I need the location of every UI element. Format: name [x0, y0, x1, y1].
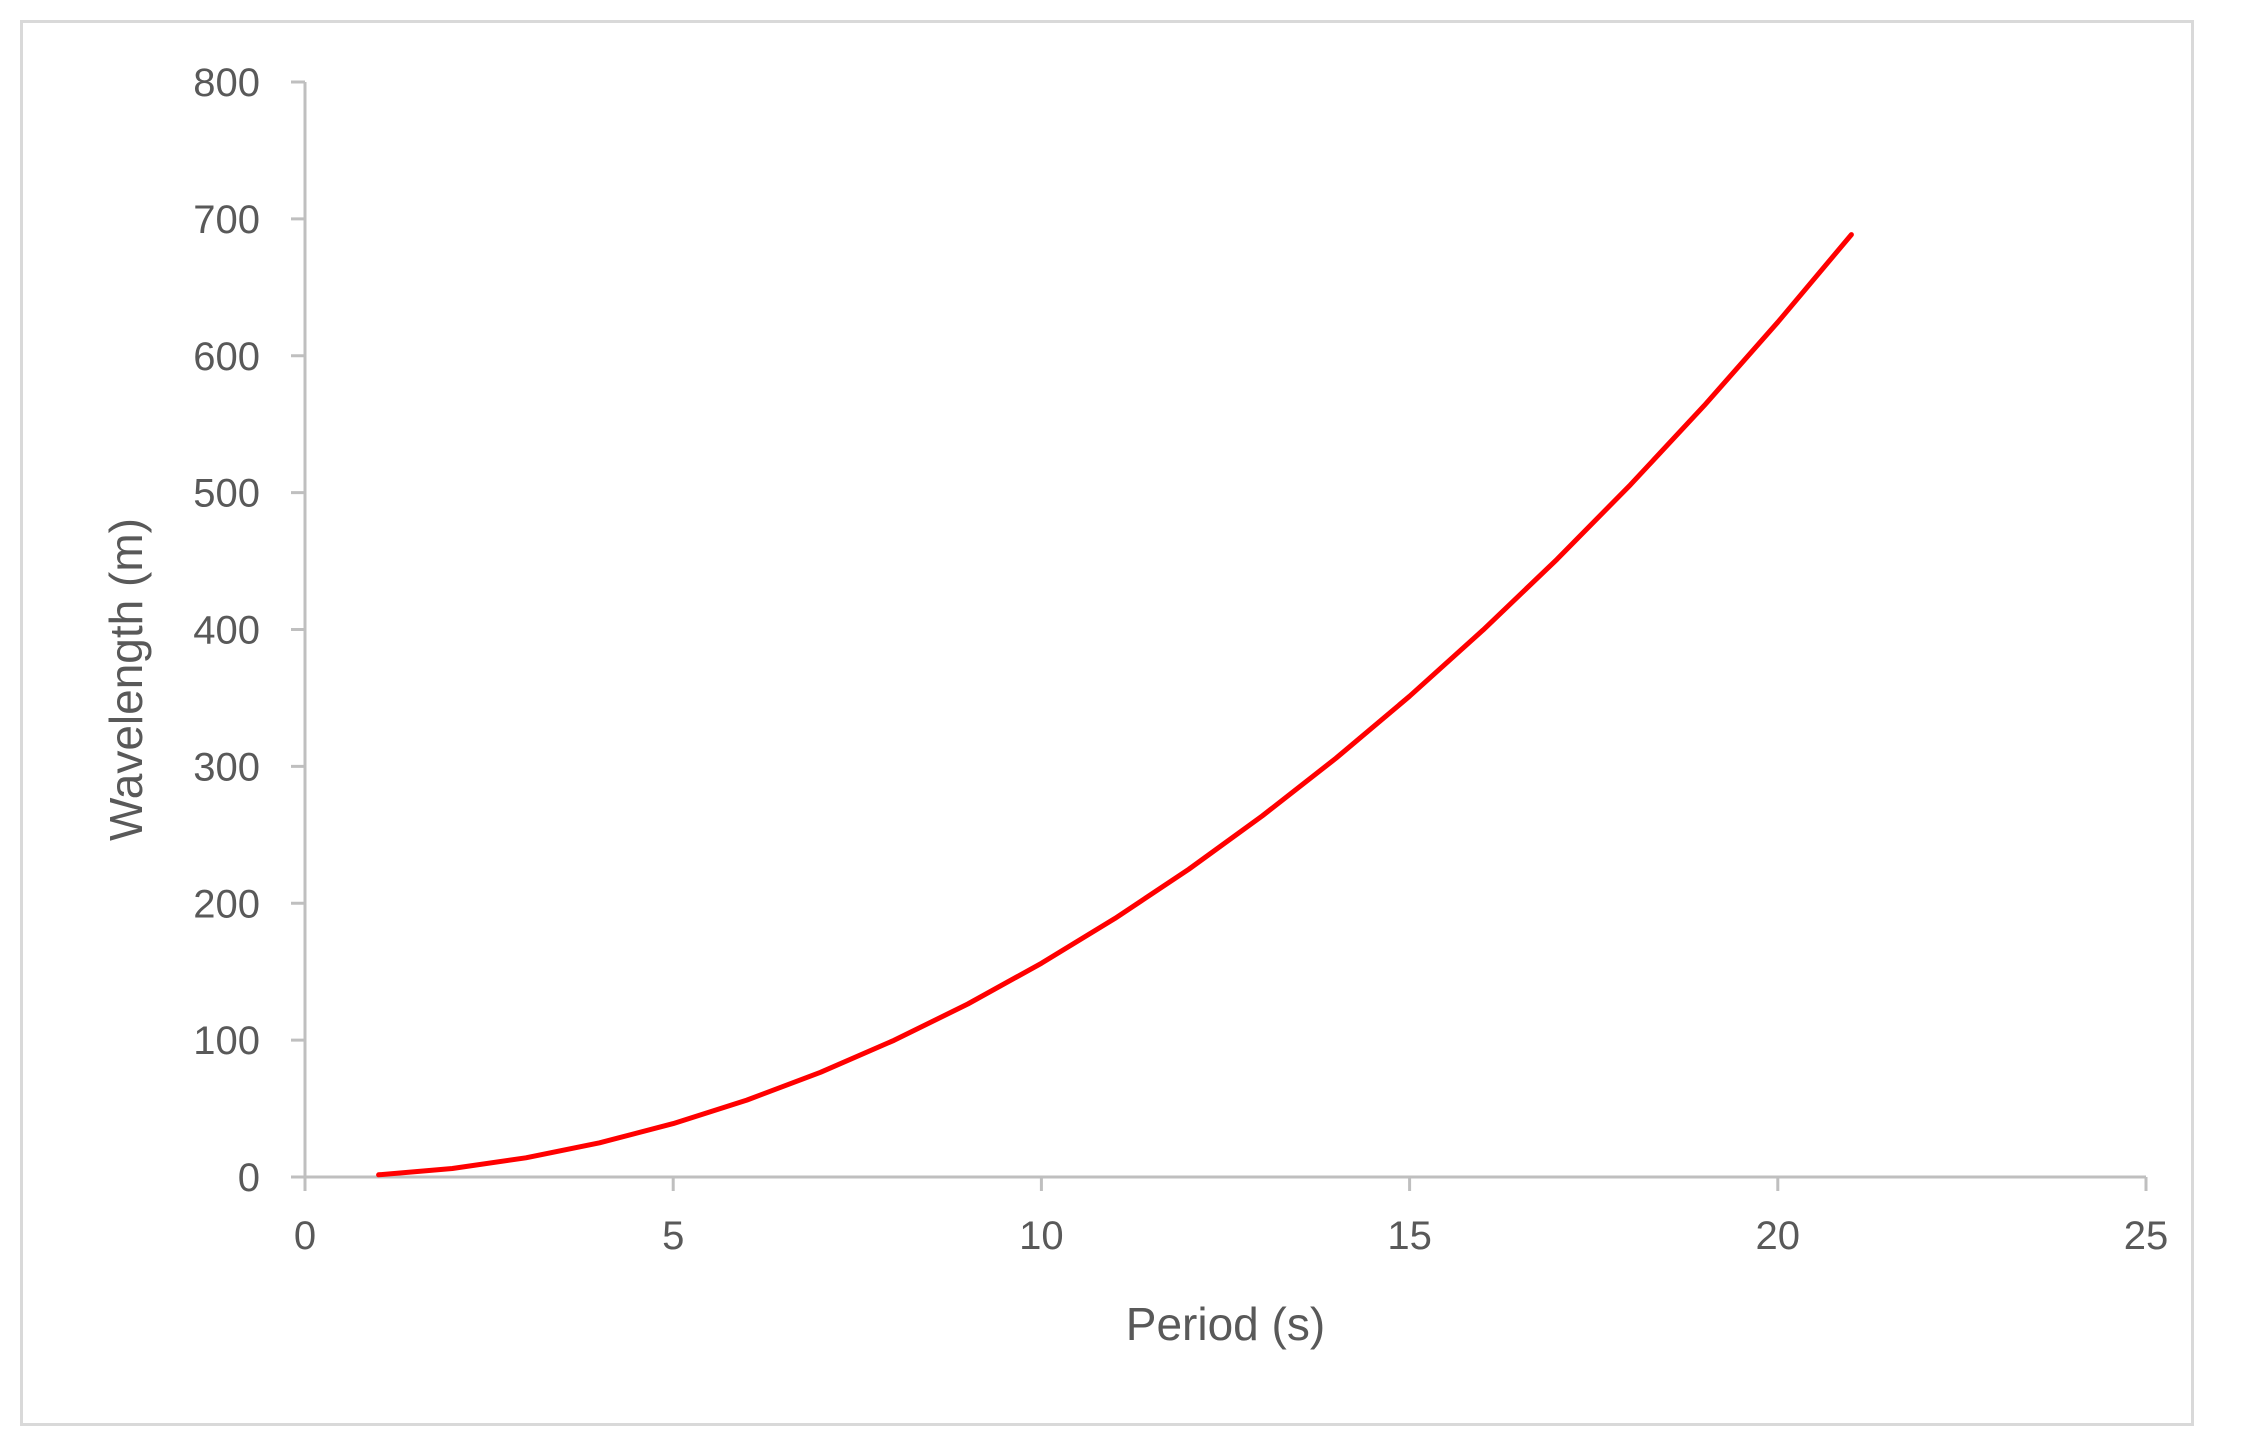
x-tick-label: 20 [1756, 1214, 1801, 1258]
y-tick-label: 300 [193, 745, 260, 789]
y-tick-label: 400 [193, 609, 260, 653]
x-axis-ticks: 0 5 10 15 20 25 [294, 1177, 2168, 1258]
y-axis-ticks: 0 100 200 300 400 500 600 700 800 [193, 61, 305, 1200]
series-line [376, 232, 1854, 1178]
x-tick-label: 15 [1387, 1214, 1432, 1258]
y-tick-label: 0 [238, 1156, 260, 1200]
y-tick-label: 800 [193, 61, 260, 105]
x-tick-label: 5 [662, 1214, 684, 1258]
y-tick-label: 600 [193, 335, 260, 379]
x-tick-label: 10 [1019, 1214, 1064, 1258]
x-tick-label: 0 [294, 1214, 316, 1258]
y-tick-label: 200 [193, 882, 260, 926]
y-axis-title: Wavelength (m) [100, 518, 152, 841]
y-tick-label: 100 [193, 1019, 260, 1063]
series-layer [376, 232, 1854, 1178]
y-tick-label: 500 [193, 472, 260, 516]
x-axis-title: Period (s) [1126, 1298, 1325, 1350]
y-tick-label: 700 [193, 198, 260, 242]
x-tick-label: 25 [2124, 1214, 2169, 1258]
